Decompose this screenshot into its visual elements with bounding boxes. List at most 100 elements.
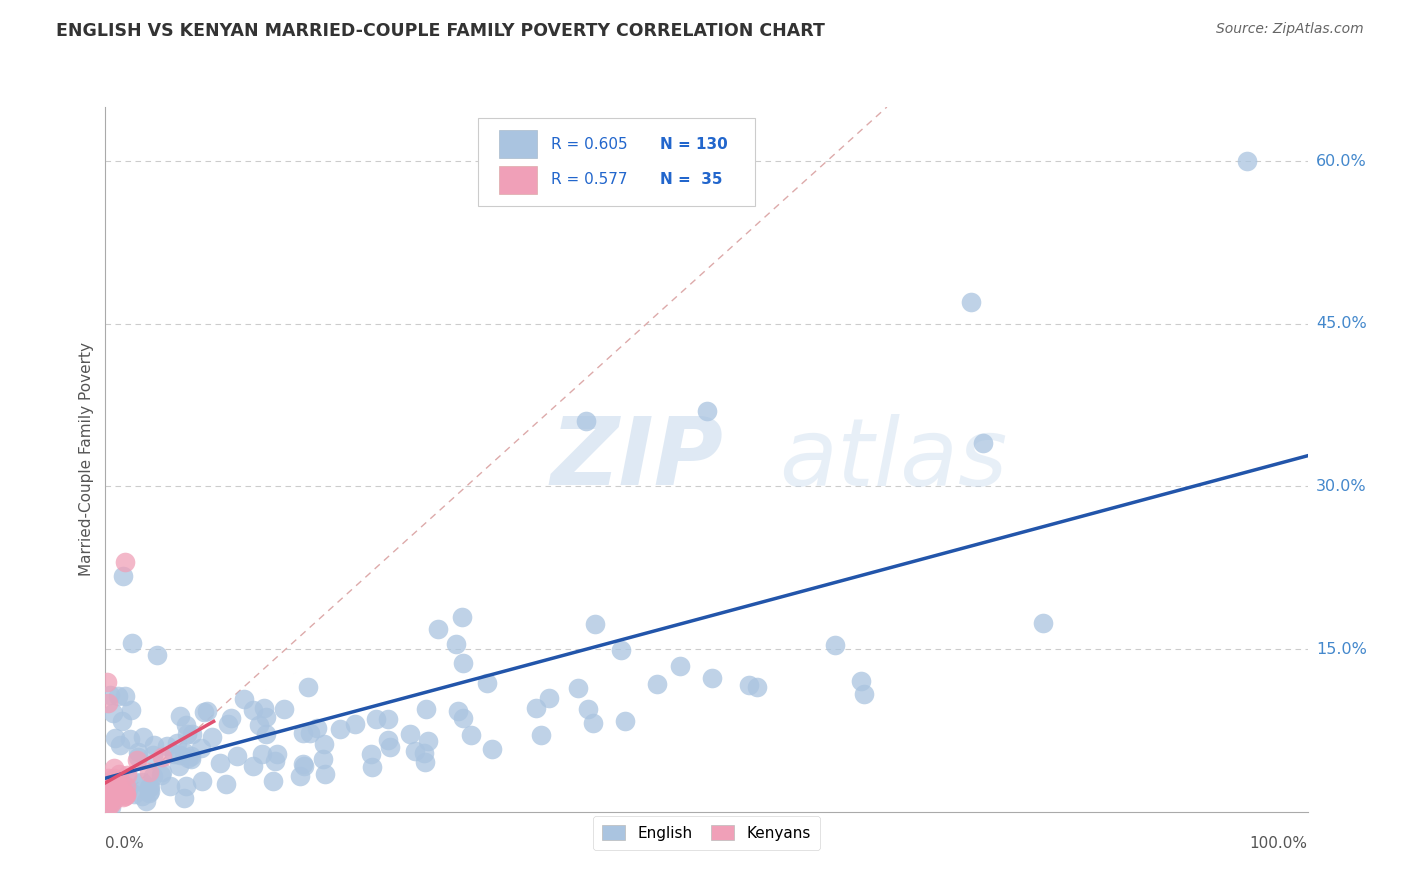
Point <box>208 756 231 771</box>
Point <box>451 711 474 725</box>
Point <box>97 696 120 710</box>
Text: 15.0%: 15.0% <box>1316 641 1367 657</box>
Point <box>111 714 134 729</box>
Text: Source: ZipAtlas.com: Source: ZipAtlas.com <box>1216 22 1364 37</box>
Point <box>142 769 165 783</box>
Point <box>415 702 437 716</box>
Point <box>447 704 470 718</box>
Text: 45.0%: 45.0% <box>1316 317 1367 331</box>
Point <box>156 739 179 753</box>
Point <box>399 727 422 741</box>
Point <box>297 680 319 694</box>
Point <box>609 642 631 657</box>
Point <box>127 750 149 764</box>
Point <box>418 734 440 748</box>
Point <box>266 747 288 761</box>
Point <box>176 727 198 741</box>
Point <box>94 787 117 801</box>
Point <box>292 726 315 740</box>
Point <box>135 794 157 808</box>
Point <box>242 703 264 717</box>
Point <box>824 638 846 652</box>
Point <box>107 689 129 703</box>
Point <box>851 674 873 689</box>
Point <box>173 745 195 759</box>
Text: N =  35: N = 35 <box>659 172 723 187</box>
Point <box>174 717 197 731</box>
Point <box>101 789 124 803</box>
Point <box>460 728 482 742</box>
Point <box>159 779 181 793</box>
Point <box>138 780 160 794</box>
Text: 100.0%: 100.0% <box>1250 837 1308 851</box>
Point <box>163 747 186 761</box>
Text: R = 0.577: R = 0.577 <box>551 172 628 187</box>
Point <box>131 774 153 789</box>
Point <box>97 790 120 805</box>
Point <box>195 704 218 718</box>
Point <box>360 759 382 773</box>
Point <box>114 789 136 803</box>
Point <box>190 774 212 789</box>
Point <box>1032 615 1054 630</box>
Point <box>169 708 191 723</box>
Point <box>613 714 636 729</box>
Text: N = 130: N = 130 <box>659 136 727 152</box>
Point <box>96 783 118 797</box>
Y-axis label: Married-Couple Family Poverty: Married-Couple Family Poverty <box>79 343 94 576</box>
Point <box>232 692 254 706</box>
Point <box>329 722 352 736</box>
Point <box>305 721 328 735</box>
Point <box>103 761 125 775</box>
Point <box>273 702 295 716</box>
Point <box>111 780 134 795</box>
FancyBboxPatch shape <box>499 166 537 194</box>
Point <box>120 731 142 746</box>
Point <box>108 766 131 780</box>
Point <box>1236 154 1258 169</box>
Point <box>122 773 145 788</box>
Point <box>972 436 994 450</box>
Point <box>201 730 224 744</box>
Point <box>254 709 277 723</box>
Point <box>413 755 436 769</box>
Point <box>114 779 136 793</box>
Point <box>101 782 124 797</box>
Point <box>100 792 122 806</box>
Point <box>314 738 336 752</box>
Point <box>104 731 127 746</box>
Point <box>114 788 136 802</box>
Point <box>377 732 399 747</box>
Point <box>311 752 333 766</box>
Legend: English, Kenyans: English, Kenyans <box>593 815 820 850</box>
Point <box>253 700 276 714</box>
Point <box>114 555 136 569</box>
Point <box>669 659 692 673</box>
Point <box>263 754 285 768</box>
Point <box>96 800 118 814</box>
Point <box>115 767 138 781</box>
Point <box>111 569 134 583</box>
Point <box>173 790 195 805</box>
Point <box>98 798 121 813</box>
Text: 60.0%: 60.0% <box>1316 153 1367 169</box>
Point <box>150 767 173 781</box>
Point <box>98 688 121 702</box>
Point <box>132 731 155 745</box>
Point <box>117 781 139 796</box>
Point <box>120 703 142 717</box>
Point <box>111 788 134 802</box>
Point <box>104 772 127 787</box>
Point <box>745 680 768 694</box>
Point <box>166 736 188 750</box>
Point <box>121 636 143 650</box>
Point <box>169 747 191 762</box>
Point <box>138 765 160 780</box>
Point <box>112 790 135 805</box>
Point <box>142 748 165 763</box>
Text: atlas: atlas <box>779 414 1007 505</box>
Point <box>215 777 238 791</box>
Point <box>190 740 212 755</box>
Point <box>180 748 202 763</box>
Point <box>288 769 311 783</box>
